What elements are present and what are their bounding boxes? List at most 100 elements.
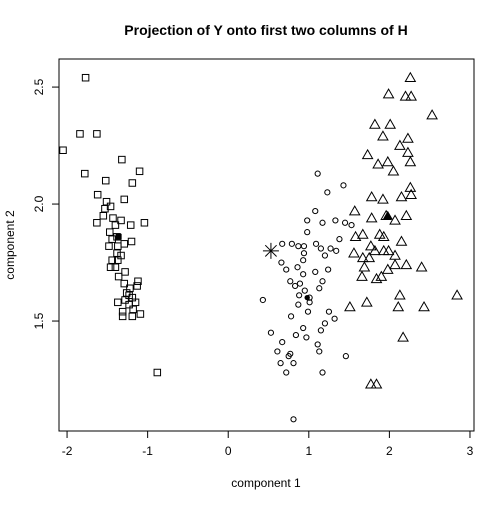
circle-point xyxy=(283,266,290,273)
square-point xyxy=(114,298,122,307)
plot-frame xyxy=(58,58,475,432)
circle-point xyxy=(312,268,319,276)
triangle-point xyxy=(418,300,430,312)
triangle-point xyxy=(369,118,381,129)
triangle-point xyxy=(372,158,384,169)
square-point xyxy=(105,242,113,250)
triangle-point xyxy=(356,228,369,239)
triangle-point xyxy=(381,155,394,167)
circle-point xyxy=(342,353,349,360)
square-point xyxy=(111,221,120,229)
square-point xyxy=(93,130,101,138)
x-tick-label: 1 xyxy=(305,444,312,458)
square-point xyxy=(134,277,142,286)
triangle-point xyxy=(358,261,371,272)
square-point xyxy=(129,305,137,314)
triangle-point xyxy=(405,90,418,101)
circle-point xyxy=(314,341,321,348)
y-tick-label: 2.5 xyxy=(32,78,46,95)
square-point xyxy=(128,312,137,321)
circle-point xyxy=(292,331,300,339)
circle-point xyxy=(319,369,326,376)
square-point xyxy=(118,312,127,321)
square-centroid-point xyxy=(115,233,122,240)
square-point xyxy=(122,289,131,297)
circle-point xyxy=(331,315,338,322)
square-point xyxy=(59,146,67,154)
x-tick-label: 3 xyxy=(467,444,474,458)
circle-point xyxy=(279,240,286,247)
circle-point xyxy=(294,264,301,271)
triangle-point xyxy=(365,191,378,202)
triangle-centroid-point xyxy=(382,210,393,220)
triangle-point xyxy=(404,71,417,82)
triangle-point xyxy=(348,205,361,216)
triangle-point xyxy=(361,148,374,160)
circle-point xyxy=(319,278,326,285)
y-axis-label: component 2 xyxy=(3,210,17,280)
square-point xyxy=(126,221,135,229)
circle-point xyxy=(317,327,324,334)
circle-point xyxy=(304,308,312,315)
circle-point xyxy=(300,271,307,278)
triangle-point xyxy=(387,165,400,176)
triangle-point xyxy=(382,88,395,99)
triangle-point xyxy=(377,230,390,242)
circle-point xyxy=(301,287,308,294)
triangle-point xyxy=(402,146,414,157)
square-point xyxy=(118,155,126,164)
circle-point xyxy=(259,296,266,304)
chart-title: Projection of Y onto first two columns o… xyxy=(124,22,407,38)
square-point xyxy=(76,130,84,138)
asterisk-point xyxy=(262,242,279,259)
square-point xyxy=(109,214,117,222)
circle-point xyxy=(300,324,307,332)
x-tick-label: -2 xyxy=(62,444,73,458)
square-point xyxy=(133,282,141,290)
triangle-point xyxy=(384,118,397,129)
circle-point xyxy=(317,245,324,252)
square-point xyxy=(101,204,109,213)
square-point xyxy=(135,167,144,176)
y-axis: 1.5 2.0 2.5 xyxy=(32,78,59,329)
circle-point xyxy=(312,207,319,215)
square-point xyxy=(81,73,90,82)
circle-point xyxy=(340,182,347,189)
triangle-point xyxy=(400,258,413,270)
square-point xyxy=(153,368,162,377)
circle-point xyxy=(287,313,295,320)
circle-point xyxy=(319,219,326,226)
square-point xyxy=(127,237,136,246)
circle-point xyxy=(316,285,323,292)
circle-point xyxy=(300,257,307,264)
x-axis-label: component 1 xyxy=(231,476,301,490)
triangle-point xyxy=(415,261,428,272)
square-point xyxy=(102,197,111,206)
circle-point xyxy=(316,348,323,355)
triangle-point xyxy=(364,378,377,389)
circle-point xyxy=(283,369,290,376)
circle-point xyxy=(277,360,284,367)
circle-point xyxy=(332,217,339,224)
circle-point xyxy=(304,217,311,224)
triangle-point xyxy=(375,270,388,281)
circle-point xyxy=(304,229,311,236)
triangle-point xyxy=(394,289,406,300)
circle-point xyxy=(279,338,286,346)
square-point xyxy=(121,296,129,304)
square-point xyxy=(117,216,125,225)
circle-point xyxy=(300,250,308,257)
triangle-point xyxy=(377,193,389,204)
square-point xyxy=(136,310,145,318)
triangle-point xyxy=(369,244,381,256)
square-point xyxy=(106,228,114,236)
circle-point xyxy=(290,416,297,423)
circle-point xyxy=(290,360,297,367)
triangle-point xyxy=(389,258,401,270)
x-tick-label: -1 xyxy=(142,444,153,458)
square-point xyxy=(93,219,101,227)
circle-point xyxy=(348,222,355,229)
triangle-point xyxy=(400,209,413,221)
